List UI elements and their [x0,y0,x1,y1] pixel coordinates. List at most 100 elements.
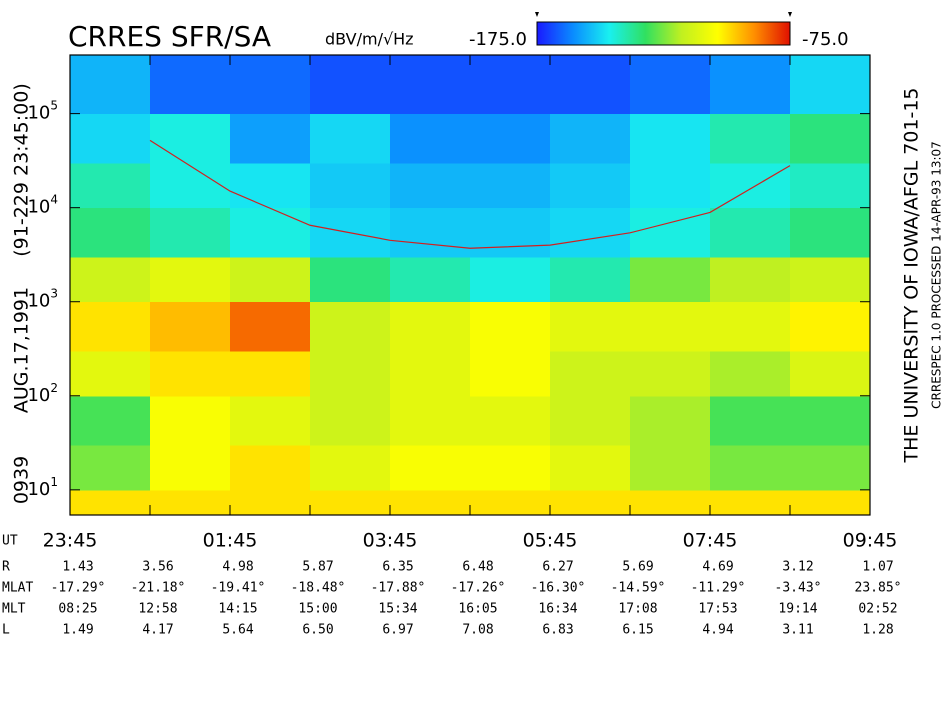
heat-cell [710,256,791,303]
x-tick-label: 03:45 [363,530,418,552]
ephemeris-row-label: L [2,623,10,638]
ephemeris-value: 3.11 [782,623,813,638]
right-label: THE UNIVERSITY OF IOWA/AFGL 701-15 [901,88,923,464]
y-tick-base: 10 [27,291,50,312]
x-tick-label: 05:45 [523,530,578,552]
heat-cell [710,113,791,164]
heat-cell [550,162,631,209]
heat-cell [230,207,311,258]
heat-cell [710,301,791,352]
heat-cell [550,207,631,258]
ephemeris-value: -3.43° [775,581,822,596]
colorbar-max-label: -75.0 [802,29,849,50]
y-tick-label: 101 [27,474,58,500]
heat-cell [150,162,231,209]
heat-cell [710,395,791,446]
colorbar-min-label: -175.0 [469,29,527,50]
heat-cell [70,162,151,209]
heat-cell [550,113,631,164]
ephemeris-value: 3.56 [142,560,173,575]
heat-cell [390,350,471,397]
heat-cell [150,301,231,352]
x-tick-label: 01:45 [203,530,258,552]
heat-cell [310,113,391,164]
heat-cell [230,55,311,115]
ephemeris-value: 4.69 [702,560,733,575]
heat-cell [470,113,551,164]
ephemeris-value: 08:25 [58,602,97,617]
heat-cell [710,55,791,115]
heat-cell [230,256,311,303]
side-label: AUG.17,1991 [11,287,33,413]
ephemeris-value: 1.28 [862,623,893,638]
heat-cell [390,395,471,446]
heat-cell [550,489,631,516]
y-tick-exponent: 4 [50,192,58,206]
heat-cell [550,350,631,397]
heat-cell [70,55,151,115]
heat-cell [390,489,471,516]
heat-cell [150,207,231,258]
heat-cell [630,55,711,115]
y-tick-label: 104 [27,192,58,218]
heat-cell [150,55,231,115]
ephemeris-value: 1.43 [62,560,93,575]
heat-cell [150,489,231,516]
heat-cell [630,301,711,352]
heat-cell [390,256,471,303]
heat-cell [310,162,391,209]
ephemeris-value: -17.29° [51,581,106,596]
heat-cell [70,489,151,516]
heat-cell [790,395,871,446]
y-tick-base: 10 [27,385,50,406]
heat-cell [230,395,311,446]
ephemeris-value: 17:08 [618,602,657,617]
ephemeris-value: 5.87 [302,560,333,575]
heat-cell [230,162,311,209]
ephemeris-value: 6.50 [302,623,333,638]
y-tick-exponent: 5 [50,98,58,112]
heat-cell [470,350,551,397]
y-tick-base: 10 [27,479,50,500]
heat-cell [310,256,391,303]
heat-cell [390,207,471,258]
heat-cell [630,350,711,397]
ephemeris-row-label: MLAT [2,581,33,596]
heat-cell [790,489,871,516]
heat-cell [310,301,391,352]
heat-cell [710,489,791,516]
heat-cell [70,207,151,258]
ephemeris-value: -17.26° [451,581,506,596]
heat-cell [310,395,391,446]
heat-cell [710,444,791,491]
ephemeris-value: 5.64 [222,623,253,638]
overlay-line [149,139,791,249]
heat-cell [550,256,631,303]
ephemeris-value: 16:05 [458,602,497,617]
ephemeris-value: 6.48 [462,560,493,575]
right-note: CRRESPEC 1.0 PROCESSED 14-APR-93 13:07 [930,141,944,409]
ephemeris-value: 17:53 [698,602,737,617]
ephemeris-value: 15:00 [298,602,337,617]
ephemeris-value: -18.48° [291,581,346,596]
heat-cell [470,444,551,491]
heat-cell [150,350,231,397]
heat-cell [710,162,791,209]
ephemeris-value: 14:15 [218,602,257,617]
ephemeris-value: -16.30° [531,581,586,596]
heat-cell [470,301,551,352]
heat-cell [790,113,871,164]
heat-cell [630,444,711,491]
ephemeris-value: 6.83 [542,623,573,638]
heat-cell [550,301,631,352]
x-tick-label: 23:45 [43,530,98,552]
heat-cell [150,113,231,164]
heat-cell [630,113,711,164]
heat-cell [470,207,551,258]
heat-cell [70,350,151,397]
ephemeris-value: 5.69 [622,560,653,575]
ephemeris-value: 6.97 [382,623,413,638]
ephemeris-value: 6.27 [542,560,573,575]
y-tick-exponent: 1 [50,474,58,488]
heat-cell [310,350,391,397]
